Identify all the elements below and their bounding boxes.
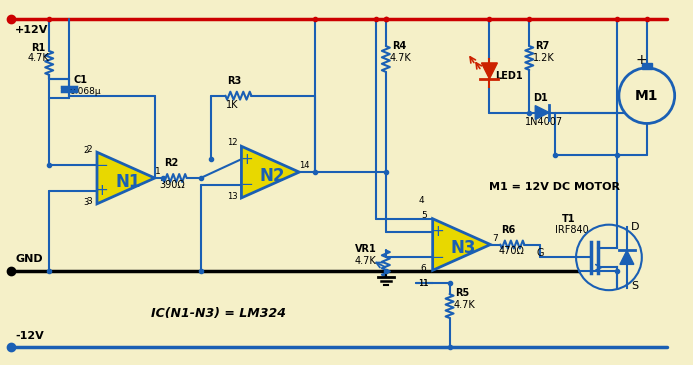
Text: 4: 4 bbox=[419, 196, 425, 205]
Text: 4.7K: 4.7K bbox=[454, 300, 475, 310]
Circle shape bbox=[619, 68, 675, 123]
Text: D1: D1 bbox=[533, 93, 548, 103]
Text: 390Ω: 390Ω bbox=[160, 180, 186, 190]
Text: +: + bbox=[635, 53, 647, 67]
Text: −: − bbox=[240, 177, 253, 192]
Text: 7: 7 bbox=[493, 234, 498, 243]
Text: −: − bbox=[431, 250, 444, 265]
Text: 14: 14 bbox=[299, 161, 309, 170]
Text: R5: R5 bbox=[455, 288, 470, 298]
Text: GND: GND bbox=[15, 254, 43, 264]
Text: D: D bbox=[631, 222, 640, 232]
Text: 1K: 1K bbox=[225, 100, 238, 110]
Text: R3: R3 bbox=[227, 76, 242, 86]
Polygon shape bbox=[482, 63, 498, 79]
Text: M1 = 12V DC MOTOR: M1 = 12V DC MOTOR bbox=[489, 182, 620, 192]
Polygon shape bbox=[241, 146, 299, 198]
Text: 2: 2 bbox=[83, 146, 88, 155]
Text: 13: 13 bbox=[227, 192, 238, 201]
Text: +: + bbox=[240, 152, 253, 167]
Text: +12V: +12V bbox=[15, 25, 49, 35]
Text: 11: 11 bbox=[419, 279, 429, 288]
Text: R2: R2 bbox=[164, 158, 178, 168]
Text: R4: R4 bbox=[392, 41, 406, 51]
Text: 11: 11 bbox=[419, 279, 429, 288]
Text: 1N4007: 1N4007 bbox=[525, 118, 563, 127]
Text: 0.068µ: 0.068µ bbox=[69, 87, 100, 96]
Text: N1: N1 bbox=[115, 173, 141, 191]
Text: N3: N3 bbox=[450, 239, 476, 257]
Text: N2: N2 bbox=[260, 167, 285, 185]
Text: +: + bbox=[431, 224, 444, 239]
Text: 470Ω: 470Ω bbox=[498, 246, 525, 257]
Text: C1: C1 bbox=[73, 75, 87, 85]
Text: LED1: LED1 bbox=[495, 71, 523, 81]
Text: IC(N1-N3) = LM324: IC(N1-N3) = LM324 bbox=[151, 307, 286, 320]
Text: 2: 2 bbox=[86, 145, 92, 154]
Text: 4.7K: 4.7K bbox=[27, 53, 49, 63]
Polygon shape bbox=[620, 250, 634, 264]
Text: 4.7K: 4.7K bbox=[355, 256, 377, 266]
Text: G: G bbox=[536, 249, 544, 258]
Text: S: S bbox=[631, 281, 638, 291]
Text: 1: 1 bbox=[155, 167, 161, 176]
Text: 3: 3 bbox=[83, 198, 89, 207]
Text: 3: 3 bbox=[86, 197, 92, 206]
Text: VR1: VR1 bbox=[355, 245, 377, 254]
Text: R1: R1 bbox=[31, 43, 46, 53]
Text: T1: T1 bbox=[562, 214, 576, 224]
Text: 1.2K: 1.2K bbox=[533, 53, 555, 63]
Text: +: + bbox=[96, 184, 108, 199]
Text: IRF840: IRF840 bbox=[555, 224, 589, 235]
Bar bbox=[642, 63, 652, 69]
Text: -12V: -12V bbox=[15, 331, 44, 341]
Text: M1: M1 bbox=[635, 89, 658, 103]
Text: R6: R6 bbox=[501, 224, 516, 235]
Polygon shape bbox=[97, 152, 155, 204]
Polygon shape bbox=[432, 219, 491, 270]
Text: 4.7K: 4.7K bbox=[390, 53, 412, 63]
Text: R7: R7 bbox=[535, 41, 550, 51]
Text: −: − bbox=[96, 158, 108, 173]
Text: 6: 6 bbox=[421, 264, 427, 273]
Polygon shape bbox=[535, 105, 549, 119]
Text: 12: 12 bbox=[227, 138, 238, 147]
Text: 5: 5 bbox=[421, 211, 427, 220]
